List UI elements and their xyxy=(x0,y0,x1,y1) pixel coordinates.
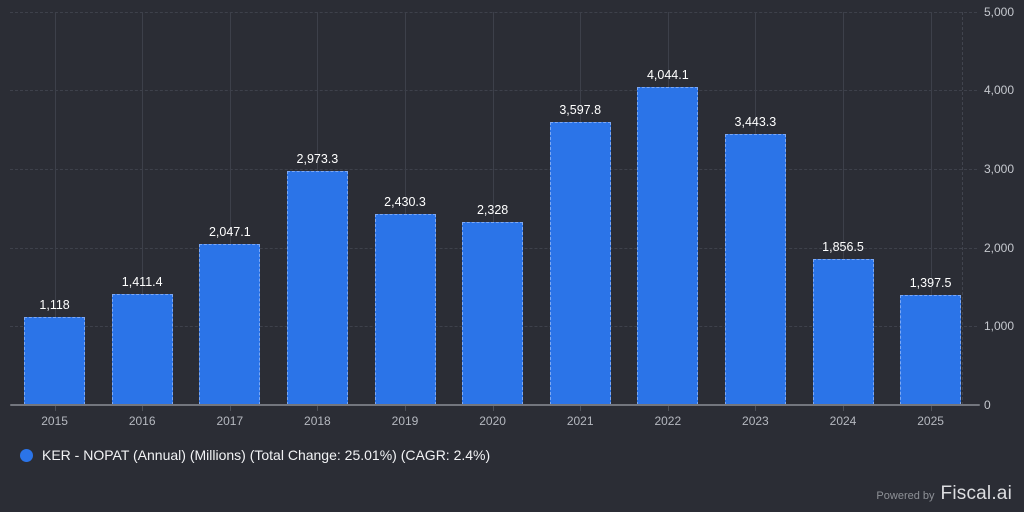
y-axis-tick-label: 5,000 xyxy=(984,4,1015,19)
legend-item[interactable]: KER - NOPAT (Annual) (Millions) (Total C… xyxy=(20,447,490,464)
x-axis-tick xyxy=(580,406,582,411)
x-gridline xyxy=(229,11,231,405)
bar-2021[interactable] xyxy=(549,121,611,405)
x-axis-tick-label: 2015 xyxy=(41,414,68,428)
bar-2025[interactable] xyxy=(900,295,962,405)
x-axis-tick xyxy=(229,406,231,411)
x-gridline xyxy=(492,11,494,405)
x-axis-tick xyxy=(492,406,494,411)
bar-value-label: 1,118 xyxy=(39,298,70,313)
x-axis-tick xyxy=(755,406,757,411)
bar-2022[interactable] xyxy=(637,86,699,405)
y-axis-tick-label: 4,000 xyxy=(984,83,1015,98)
x-gridline xyxy=(405,11,406,405)
y-axis-tick-label: 1,000 xyxy=(984,319,1015,334)
x-axis-tick-label: 2023 xyxy=(742,414,769,428)
plot-right-border xyxy=(962,11,963,405)
legend-marker-icon xyxy=(20,449,33,462)
x-axis-tick xyxy=(317,406,319,411)
bar-value-label: 4,044.1 xyxy=(646,67,689,82)
bar-value-label: 2,973.3 xyxy=(296,152,339,167)
bar-value-label: 2,430.3 xyxy=(384,194,426,209)
x-axis-tick-label: 2022 xyxy=(654,414,682,428)
x-axis-tick xyxy=(667,406,669,411)
bar-value-label: 3,597.8 xyxy=(559,102,602,117)
bar-value-label: 3,443.3 xyxy=(734,115,777,130)
y-axis-tick-label: 2,000 xyxy=(984,240,1015,255)
bar-2017[interactable] xyxy=(199,243,261,405)
x-axis-line xyxy=(10,404,980,406)
x-axis-tick xyxy=(930,406,932,411)
x-axis-tick-label: 2019 xyxy=(391,414,419,428)
bar-value-label: 2,328 xyxy=(476,202,509,217)
y-axis-tick-label: 3,000 xyxy=(984,161,1015,176)
x-axis-tick xyxy=(54,406,56,411)
bar-2020[interactable] xyxy=(462,221,524,405)
x-gridline xyxy=(54,11,56,405)
y-axis-tick-label: 0 xyxy=(984,398,991,412)
x-axis-tick xyxy=(405,406,406,411)
fiscal-ai-logo[interactable]: Fiscal.ai xyxy=(940,483,1012,504)
x-axis-tick-label: 2018 xyxy=(304,414,331,428)
bar-value-label: 2,047.1 xyxy=(208,224,251,239)
bar-2018[interactable] xyxy=(286,171,348,405)
x-axis-tick-label: 2024 xyxy=(829,414,857,428)
legend-label: KER - NOPAT (Annual) (Millions) (Total C… xyxy=(42,447,491,463)
bar-value-label: 1,411.4 xyxy=(121,274,163,289)
x-axis-tick xyxy=(843,406,844,411)
x-gridline xyxy=(843,11,844,405)
bar-2016[interactable] xyxy=(111,293,173,405)
x-axis-tick xyxy=(142,406,144,411)
x-axis-tick-label: 2021 xyxy=(566,414,594,428)
x-axis-tick-label: 2017 xyxy=(216,414,244,428)
x-axis-tick-label: 2025 xyxy=(917,414,944,428)
bar-value-label: 1,856.5 xyxy=(822,239,864,254)
bar-2019[interactable] xyxy=(374,213,436,405)
x-axis-tick-label: 2016 xyxy=(128,414,156,428)
bar-2024[interactable] xyxy=(812,258,874,405)
bar-value-label: 1,397.5 xyxy=(909,276,952,291)
footer-attribution: Powered by Fiscal.ai xyxy=(876,483,1012,505)
bar-2023[interactable] xyxy=(724,134,786,405)
x-axis-tick-label: 2020 xyxy=(479,414,506,428)
bar-2015[interactable] xyxy=(24,317,86,405)
x-gridline xyxy=(142,11,144,405)
powered-by-label: Powered by xyxy=(876,490,935,502)
x-gridline xyxy=(930,11,932,405)
